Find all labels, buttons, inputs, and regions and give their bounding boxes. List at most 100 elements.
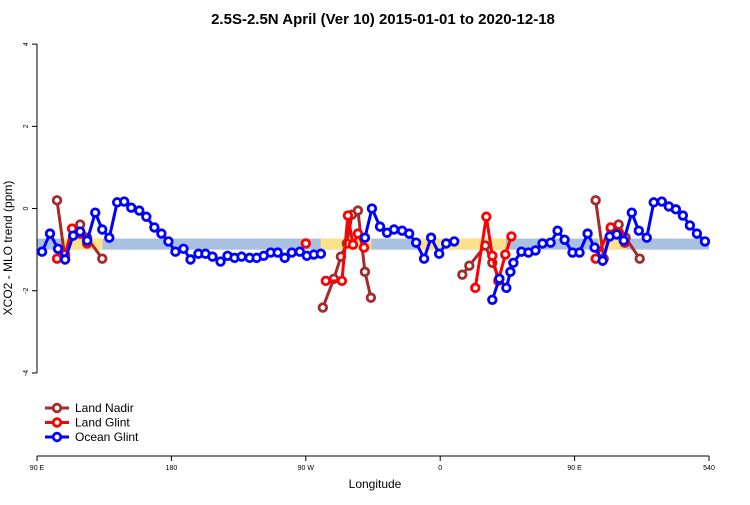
data-point [574, 247, 585, 258]
data-point [487, 294, 498, 305]
data-point [410, 237, 422, 248]
x-tick-label: 90 E [30, 465, 45, 472]
data-point [618, 235, 629, 246]
data-point [67, 230, 79, 241]
data-point [449, 236, 460, 247]
data-point [582, 228, 593, 239]
data-point [163, 236, 174, 247]
data-point [74, 226, 86, 237]
data-point [597, 255, 608, 266]
data-point [530, 245, 541, 256]
data-point [126, 202, 137, 213]
data-point [613, 219, 624, 230]
x-tick-label: 180 [166, 465, 178, 472]
data-point [352, 205, 364, 216]
data-point [699, 236, 711, 247]
data-point [374, 221, 386, 232]
data-point [589, 242, 600, 253]
data-point [279, 252, 290, 264]
data-point [677, 210, 689, 221]
data-point [418, 253, 430, 264]
data-point [494, 273, 505, 285]
data-point [500, 249, 511, 260]
data-point [611, 229, 622, 240]
y-tick-label: 0 [23, 206, 30, 210]
data-point [170, 246, 181, 257]
data-point [347, 239, 359, 250]
x-tick-label: 90 W [298, 465, 315, 472]
y-tick-label: -2 [23, 288, 30, 294]
data-point [501, 282, 512, 294]
data-point [508, 257, 519, 268]
legend-marker [51, 431, 63, 443]
legend-label: Land Nadir [75, 401, 134, 415]
data-point [207, 251, 218, 262]
data-point [487, 250, 498, 262]
data-point [366, 203, 378, 214]
legend-marker [51, 417, 63, 428]
highlight-range [417, 238, 506, 250]
data-point [36, 246, 48, 257]
data-point [315, 248, 327, 259]
highlight-range [598, 238, 627, 250]
data-point [481, 211, 492, 222]
legend-marker [51, 402, 63, 414]
data-point [506, 231, 517, 242]
legend-label: Land Glint [75, 416, 130, 430]
data-point [286, 247, 297, 258]
data-point [691, 228, 703, 239]
data-point [684, 220, 696, 231]
legend-label: Ocean Glint [75, 430, 139, 444]
data-point [425, 232, 437, 243]
data-point [590, 195, 601, 206]
data-point [156, 228, 167, 239]
data-point [634, 253, 645, 264]
data-point [359, 266, 371, 278]
data-point [215, 256, 226, 267]
data-point [552, 225, 563, 236]
y-axis-label: XCO2 - MLO trend (ppm) [1, 181, 15, 316]
data-point [81, 235, 93, 246]
y-tick-label: -4 [23, 370, 30, 376]
data-point [670, 204, 682, 215]
data-point [149, 222, 160, 233]
data-point [464, 260, 475, 271]
data-point [537, 238, 548, 249]
data-point [90, 207, 101, 218]
data-point [440, 238, 452, 249]
data-point [59, 254, 71, 265]
data-point [52, 243, 64, 255]
data-point [300, 238, 311, 249]
x-tick-label: 0 [438, 465, 442, 472]
data-point [320, 275, 332, 287]
data-point [104, 232, 115, 243]
data-point [134, 205, 145, 216]
data-point [185, 254, 196, 265]
data-point [359, 232, 371, 243]
data-point [365, 292, 377, 303]
data-point [236, 251, 247, 262]
reference-band [37, 238, 709, 250]
data-point [605, 222, 616, 233]
data-point [559, 234, 570, 245]
data-point [626, 207, 637, 218]
data-point [51, 195, 63, 206]
data-point [358, 242, 370, 253]
data-point [457, 269, 468, 280]
data-point [656, 196, 668, 207]
chart-title: 2.5S-2.5N April (Ver 10) 2015-01-01 to 2… [211, 11, 555, 28]
data-point [648, 197, 659, 208]
x-tick-label: 90 E [567, 465, 582, 472]
y-tick-label: 4 [23, 42, 30, 46]
data-point [641, 232, 652, 243]
data-point [51, 253, 63, 264]
data-point [388, 224, 400, 235]
data-point [97, 253, 108, 264]
x-tick-label: 540 [703, 465, 715, 472]
data-point [470, 282, 481, 294]
data-point [294, 246, 306, 257]
data-point [403, 228, 415, 239]
data-point [178, 243, 189, 255]
data-point [317, 302, 329, 313]
data-point [119, 196, 130, 207]
